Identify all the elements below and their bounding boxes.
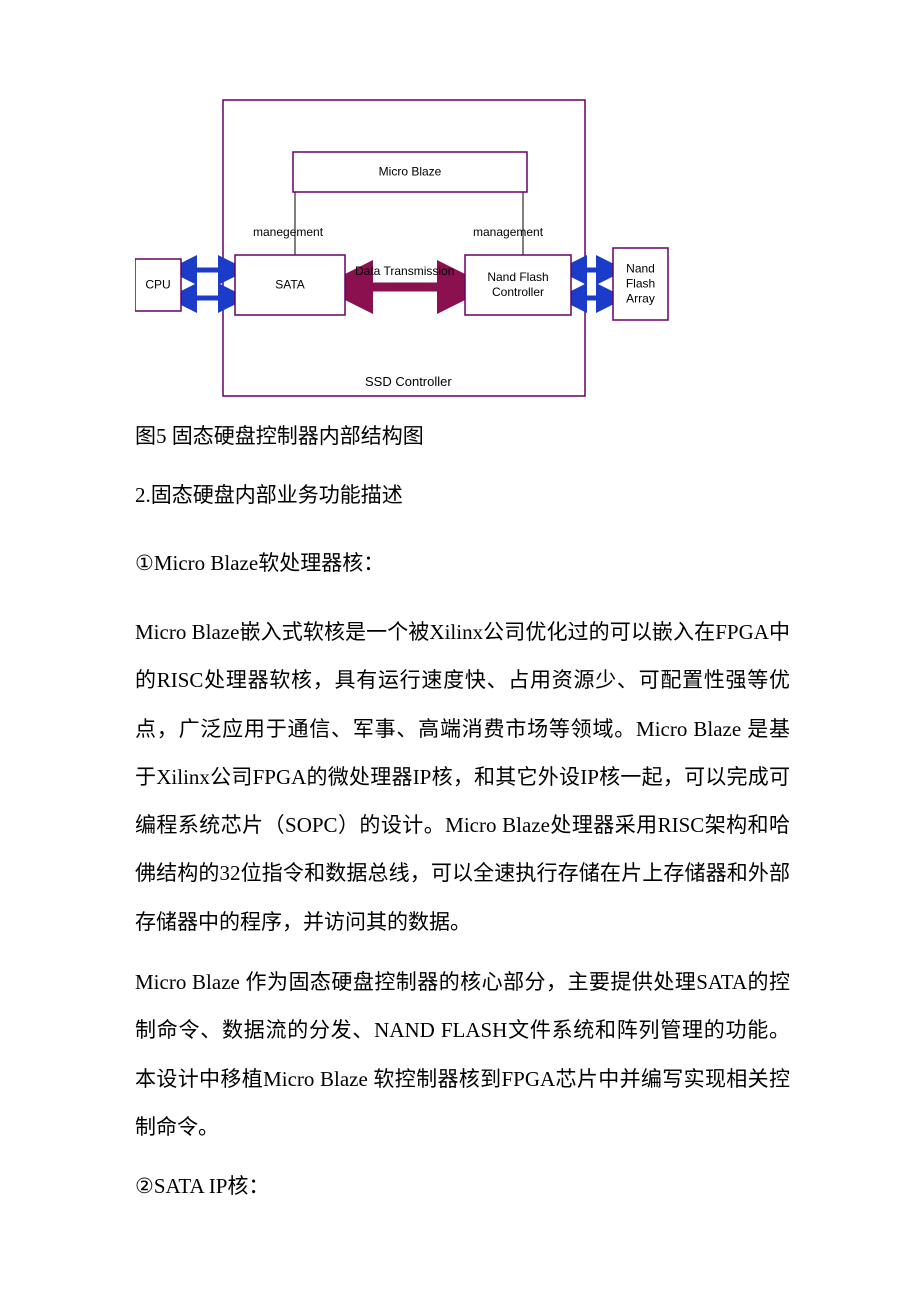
svg-text:SSD Controller: SSD Controller — [365, 374, 452, 389]
svg-text:management: management — [473, 225, 544, 239]
svg-text:Data Transmission: Data Transmission — [355, 264, 454, 278]
paragraph-1: Micro Blaze嵌入式软核是一个被Xilinx公司优化过的可以嵌入在FPG… — [135, 608, 790, 946]
item-1-title: ①Micro Blaze软处理器核： — [135, 540, 790, 586]
ssd-controller-diagram: CPUMicro BlazeSATANand FlashControllerNa… — [135, 90, 675, 400]
svg-text:Nand Flash: Nand Flash — [487, 270, 548, 284]
diagram-svg: CPUMicro BlazeSATANand FlashControllerNa… — [135, 90, 675, 400]
svg-text:SATA: SATA — [275, 277, 305, 291]
item-2-title: ②SATA IP核： — [135, 1163, 790, 1209]
figure-caption: 图5 固态硬盘控制器内部结构图 — [135, 420, 790, 454]
svg-text:Nand: Nand — [626, 261, 655, 275]
svg-text:Flash: Flash — [626, 276, 655, 290]
section-2-title: 2.固态硬盘内部业务功能描述 — [135, 472, 790, 518]
svg-text:Array: Array — [626, 291, 655, 305]
svg-text:CPU: CPU — [145, 277, 170, 291]
svg-text:Controller: Controller — [492, 285, 544, 299]
paragraph-2: Micro Blaze 作为固态硬盘控制器的核心部分，主要提供处理SATA的控制… — [135, 958, 790, 1151]
svg-text:manegement: manegement — [253, 225, 324, 239]
svg-text:Micro Blaze: Micro Blaze — [379, 164, 442, 178]
